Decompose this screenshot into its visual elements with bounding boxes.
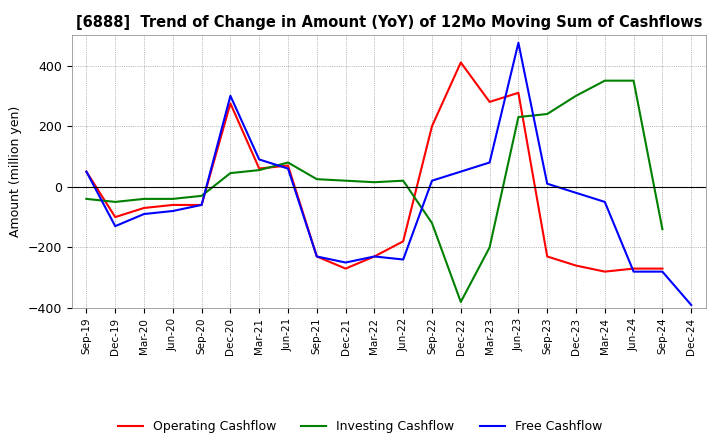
Y-axis label: Amount (million yen): Amount (million yen)	[9, 106, 22, 237]
Investing Cashflow	[600, 78, 609, 83]
Free Cashflow	[543, 181, 552, 187]
Free Cashflow	[226, 93, 235, 99]
Investing Cashflow	[485, 245, 494, 250]
Investing Cashflow	[658, 227, 667, 232]
Operating Cashflow	[284, 163, 292, 168]
Free Cashflow	[312, 254, 321, 259]
Investing Cashflow	[168, 196, 177, 202]
Operating Cashflow	[226, 101, 235, 106]
Operating Cashflow	[312, 254, 321, 259]
Operating Cashflow	[456, 60, 465, 65]
Free Cashflow	[140, 211, 148, 216]
Operating Cashflow	[140, 205, 148, 211]
Free Cashflow	[428, 178, 436, 183]
Investing Cashflow	[140, 196, 148, 202]
Investing Cashflow	[255, 168, 264, 173]
Operating Cashflow	[629, 266, 638, 271]
Operating Cashflow	[197, 202, 206, 208]
Investing Cashflow	[370, 180, 379, 185]
Investing Cashflow	[197, 193, 206, 198]
Operating Cashflow	[658, 266, 667, 271]
Investing Cashflow	[514, 114, 523, 120]
Investing Cashflow	[428, 220, 436, 226]
Operating Cashflow	[514, 90, 523, 95]
Line: Investing Cashflow: Investing Cashflow	[86, 81, 662, 302]
Free Cashflow	[600, 199, 609, 205]
Free Cashflow	[168, 209, 177, 214]
Operating Cashflow	[572, 263, 580, 268]
Investing Cashflow	[341, 178, 350, 183]
Free Cashflow	[197, 202, 206, 208]
Free Cashflow	[111, 224, 120, 229]
Investing Cashflow	[572, 93, 580, 99]
Operating Cashflow	[370, 254, 379, 259]
Operating Cashflow	[543, 254, 552, 259]
Investing Cashflow	[226, 170, 235, 176]
Free Cashflow	[456, 169, 465, 174]
Free Cashflow	[687, 302, 696, 308]
Free Cashflow	[572, 190, 580, 195]
Free Cashflow	[370, 254, 379, 259]
Free Cashflow	[284, 166, 292, 171]
Operating Cashflow	[428, 124, 436, 129]
Title: [6888]  Trend of Change in Amount (YoY) of 12Mo Moving Sum of Cashflows: [6888] Trend of Change in Amount (YoY) o…	[76, 15, 702, 30]
Operating Cashflow	[111, 214, 120, 220]
Investing Cashflow	[456, 299, 465, 304]
Investing Cashflow	[312, 176, 321, 182]
Operating Cashflow	[600, 269, 609, 274]
Free Cashflow	[341, 260, 350, 265]
Operating Cashflow	[82, 169, 91, 174]
Free Cashflow	[399, 257, 408, 262]
Investing Cashflow	[82, 196, 91, 202]
Investing Cashflow	[629, 78, 638, 83]
Line: Free Cashflow: Free Cashflow	[86, 43, 691, 305]
Free Cashflow	[658, 269, 667, 274]
Operating Cashflow	[341, 266, 350, 271]
Operating Cashflow	[485, 99, 494, 105]
Free Cashflow	[255, 157, 264, 162]
Free Cashflow	[514, 40, 523, 45]
Operating Cashflow	[255, 166, 264, 171]
Free Cashflow	[629, 269, 638, 274]
Investing Cashflow	[284, 160, 292, 165]
Operating Cashflow	[168, 202, 177, 208]
Legend: Operating Cashflow, Investing Cashflow, Free Cashflow: Operating Cashflow, Investing Cashflow, …	[113, 415, 607, 438]
Line: Operating Cashflow: Operating Cashflow	[86, 62, 662, 271]
Investing Cashflow	[399, 178, 408, 183]
Free Cashflow	[82, 169, 91, 174]
Investing Cashflow	[543, 111, 552, 117]
Operating Cashflow	[399, 238, 408, 244]
Free Cashflow	[485, 160, 494, 165]
Investing Cashflow	[111, 199, 120, 205]
